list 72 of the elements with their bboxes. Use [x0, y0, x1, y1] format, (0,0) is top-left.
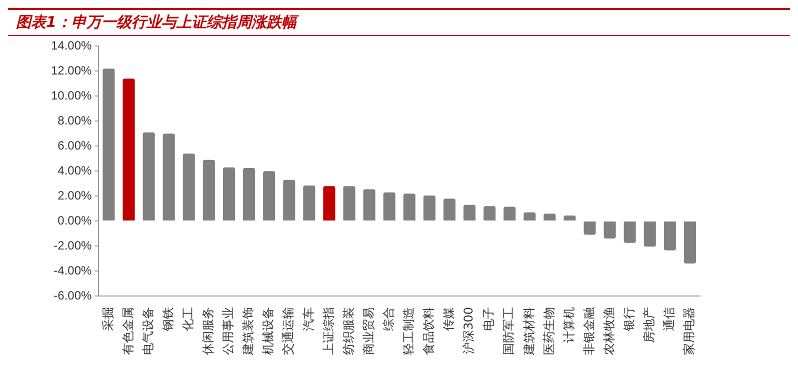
y-tick-label: 6.00%: [58, 138, 92, 152]
bar: [403, 194, 416, 221]
x-tick-label: 钢铁: [160, 307, 175, 332]
bar: [463, 204, 476, 221]
bar: [644, 222, 656, 247]
bar: [303, 185, 316, 221]
x-tick-label: 公用事业: [221, 307, 236, 355]
x-tick-label: 采掘: [100, 307, 115, 331]
x-tick-label: 电子: [482, 307, 496, 331]
bar: [484, 206, 496, 221]
x-tick-label: 沪深300: [462, 307, 476, 354]
x-tick-label: 建筑材料: [522, 307, 536, 356]
bar: [142, 132, 155, 221]
y-tick-label: 10.00%: [50, 88, 92, 102]
bar: [102, 68, 115, 221]
x-tick-label: 机械设备: [261, 307, 276, 355]
bar: [564, 215, 576, 221]
y-tick-label: 4.00%: [58, 163, 92, 178]
x-tick-label: 通信: [662, 307, 676, 331]
x-tick-label: 房地产: [642, 307, 656, 343]
y-tick-label: 8.00%: [58, 113, 92, 128]
x-tick-label: 汽车: [301, 307, 316, 331]
bar: [283, 180, 296, 221]
y-tick-label: 2.00%: [58, 188, 92, 202]
bar: [323, 186, 336, 221]
x-tick-label: 建筑装饰: [241, 307, 256, 356]
x-tick-label: 医药生物: [542, 307, 556, 355]
bar: [443, 198, 456, 221]
x-tick-label: 传媒: [442, 307, 456, 331]
bar: [664, 222, 676, 250]
bar: [263, 171, 276, 221]
chart-title: 图表1：申万一级行业与上证综指周涨跌幅: [8, 8, 790, 36]
x-tick-label: 国防军工: [502, 307, 516, 355]
x-tick-label: 计算机: [562, 307, 576, 343]
bar: [202, 160, 215, 221]
bar: [544, 214, 556, 221]
x-tick-label: 非银金融: [582, 307, 596, 355]
bar: [524, 212, 536, 221]
x-tick-label: 休闲服务: [201, 307, 216, 355]
x-tick-label: 综合: [381, 307, 396, 331]
y-tick-label: -2.00%: [54, 238, 92, 252]
bar: [343, 186, 356, 221]
x-tick-label: 交通运输: [281, 307, 296, 355]
bar: [604, 222, 616, 239]
x-tick-label: 商业贸易: [361, 307, 376, 355]
x-tick-label: 纺织服装: [341, 307, 356, 355]
y-tick-label: 14.00%: [50, 38, 92, 53]
y-tick-label: -6.00%: [54, 288, 92, 302]
y-tick-label: 12.00%: [50, 63, 92, 78]
bar: [122, 78, 135, 221]
bar: [504, 206, 516, 221]
x-tick-label: 电气设备: [140, 307, 155, 355]
bar: [584, 222, 596, 235]
bar: [684, 222, 696, 264]
bar: [182, 154, 195, 221]
bar: [423, 195, 436, 221]
x-tick-label: 银行: [622, 307, 636, 332]
x-tick-label: 化工: [181, 307, 196, 331]
x-tick-label: 上证综指: [321, 307, 336, 355]
x-tick-label: 家用电器: [682, 307, 696, 355]
x-tick-label: 轻工制造: [401, 307, 416, 355]
x-tick-label: 食品饮料: [422, 307, 436, 355]
x-tick-label: 有色金属: [120, 307, 135, 355]
bar: [383, 192, 396, 221]
bar: [363, 189, 376, 221]
y-tick-label: -4.00%: [54, 263, 92, 278]
bar: [243, 168, 256, 221]
y-tick-label: 0.00%: [58, 213, 92, 228]
x-tick-label: 农林牧渔: [602, 307, 616, 355]
bar: [222, 167, 235, 221]
bar: [162, 134, 175, 221]
bar: [624, 222, 636, 243]
